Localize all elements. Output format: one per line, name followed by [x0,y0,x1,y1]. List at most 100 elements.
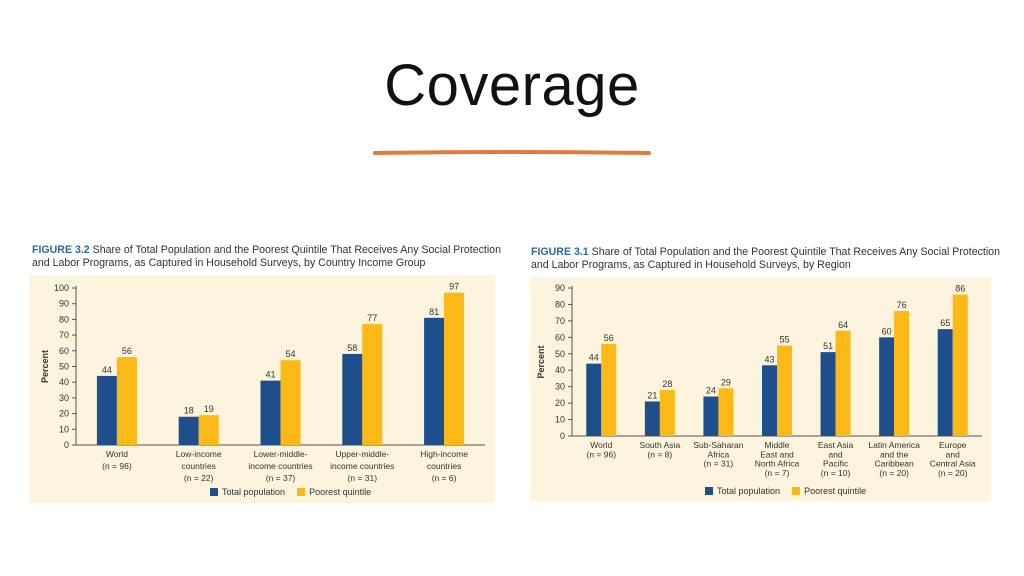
x-category-label: income countries [330,461,394,471]
x-category-label: (n = 20) [938,468,968,478]
x-category-label: (n = 37) [266,473,296,483]
data-label: 58 [347,343,357,353]
x-category-label: (n = 96) [102,461,132,471]
data-label: 21 [647,390,657,400]
bar-chart-income-group: 0 10 20 30 40 50 60 70 80 90 100 Percent 44 56 World (n… [40,282,485,483]
legend-label: Total population [222,487,286,497]
x-category-label: Europe [939,440,967,450]
bar-total-population [342,353,363,445]
y-tick-label: 40 [59,377,69,387]
chart-panel-income-group: 0 10 20 30 40 50 60 70 80 90 100 Percent 44 56 World (n… [30,275,495,503]
y-tick-label: 80 [555,299,565,309]
x-category-label: (n = 96) [587,449,617,459]
bar-total-population [703,396,719,436]
bar-total-population [586,363,602,436]
legend-item: Total population [210,487,285,497]
x-category-label: East and [760,449,794,459]
x-category-label: countries [427,461,462,471]
chart-legend: Total population Poorest quintile [210,487,371,497]
y-tick-label: 20 [59,409,69,419]
data-label: 86 [955,284,965,294]
y-tick-label: 50 [555,349,565,359]
figure-header-left: FIGURE 3.2 Share of Total Population and… [32,244,502,270]
y-tick-label: 30 [555,382,565,392]
y-tick-label: 10 [59,424,69,434]
data-label: 56 [122,346,132,356]
x-category-label: World [590,440,612,450]
x-category-label: High-income [420,449,468,459]
x-category-label: South Asia [640,440,681,450]
data-label: 18 [184,406,194,416]
x-category-label: Sub-Saharan [693,440,743,450]
legend-item: Total population [705,486,780,496]
data-label: 54 [285,349,295,359]
y-axis-label: Percent [536,345,546,378]
bar-total-population [178,416,199,445]
chart-legend: Total population Poorest quintile [705,486,866,496]
x-category-label: Lower-middle- [254,449,308,459]
bar-poorest-quintile [362,324,383,445]
bar-poorest-quintile [777,345,792,436]
data-label: 43 [764,354,774,364]
y-tick-label: 100 [54,283,69,293]
y-tick-label: 80 [59,314,69,324]
data-label: 28 [662,379,672,389]
legend-label: Total population [717,486,781,496]
legend-swatch [792,487,801,495]
bar-total-population [260,380,281,445]
legend-label: Poorest quintile [804,486,867,496]
bar-total-population [424,317,445,445]
bar-poorest-quintile [280,360,301,445]
legend-item: Poorest quintile [792,486,866,496]
bar-poorest-quintile [894,311,910,436]
x-category-label: and [828,449,842,459]
bar-total-population [762,365,777,436]
bar-total-population [820,352,836,436]
data-label: 56 [604,333,614,343]
x-category-label: Middle [764,440,789,450]
bar-total-population [96,375,117,445]
figure-label: FIGURE 3.2 [32,244,90,256]
bar-total-population [644,401,660,436]
y-tick-label: 10 [555,415,565,425]
x-category-label: (n = 20) [879,468,909,478]
legend-swatch [297,488,306,496]
y-tick-label: 20 [555,398,565,408]
y-tick-label: 60 [555,332,565,342]
bar-total-population [937,329,953,436]
data-label: 55 [779,335,789,345]
x-category-label: income countries [248,461,312,471]
figure-caption: Share of Total Population and the Poores… [531,246,1000,271]
data-label: 24 [706,386,716,396]
title-underline [373,150,651,155]
y-tick-label: 30 [59,393,69,403]
x-category-label: Central Asia [930,459,976,469]
y-tick-label: 90 [59,299,69,309]
x-category-label: World [106,449,128,459]
x-category-label: countries [181,461,216,471]
y-tick-label: 0 [560,431,565,441]
x-category-label: (n = 6) [432,473,457,483]
x-category-label: Low-income [176,449,222,459]
data-label: 51 [823,341,833,351]
bar-total-population [879,337,895,436]
x-category-label: East Asia [818,440,854,450]
y-tick-label: 60 [59,346,69,356]
legend-swatch [705,487,713,495]
x-category-label: Caribbean [875,459,914,469]
x-category-label: (n = 8) [647,449,672,459]
data-label: 29 [721,377,731,387]
x-category-label: (n = 31) [348,473,378,483]
data-label: 19 [204,404,214,414]
figure-label: FIGURE 3.1 [531,246,589,258]
data-label: 44 [102,365,112,375]
data-label: 44 [589,353,599,363]
y-tick-label: 70 [59,330,69,340]
legend-swatch [210,488,218,496]
y-tick-label: 50 [59,362,69,372]
bar-poorest-quintile [116,357,137,445]
chart-panel-region: 0 10 20 30 40 50 60 70 80 90 Percent 44 56 World (n = … [530,277,991,501]
bar-poorest-quintile [198,415,219,445]
data-label: 64 [838,320,848,330]
